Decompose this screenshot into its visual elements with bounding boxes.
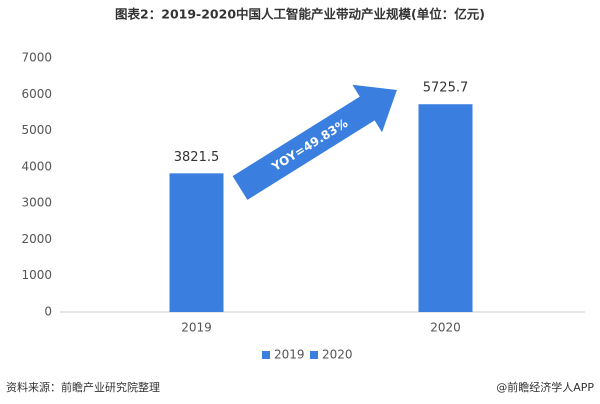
x-tick-label: 2019 [181,321,212,335]
x-tick-label: 2020 [430,321,461,335]
y-tick-label: 0 [44,305,52,319]
legend-swatch [262,351,270,359]
source: 资料来源：前瞻产业研究院整理 [6,380,160,394]
bar [169,173,224,312]
annotation: YOY=49.83% [268,116,350,174]
arrow-shape [232,84,397,200]
legend-swatch [310,351,318,359]
y-tick-label: 1000 [21,268,52,282]
y-tick-label: 6000 [21,87,52,101]
y-tick-label: 4000 [21,159,52,173]
bar [418,104,473,312]
y-tick-label: 2000 [21,232,52,246]
chart-title: 图表2：2019-2020中国人工智能产业带动产业规模(单位：亿元) [115,7,485,22]
y-tick-label: 7000 [21,51,52,65]
y-tick-label: 5000 [21,123,52,137]
data-label: 5725.7 [423,81,469,96]
data-label: 3821.5 [174,150,220,165]
y-tick-label: 3000 [21,196,52,210]
legend-label: 2020 [322,348,353,362]
yoy-arrow: YOY=49.83% [232,84,397,200]
legend-label: 2019 [274,348,305,362]
credit: @前瞻经济学人APP [496,380,594,394]
